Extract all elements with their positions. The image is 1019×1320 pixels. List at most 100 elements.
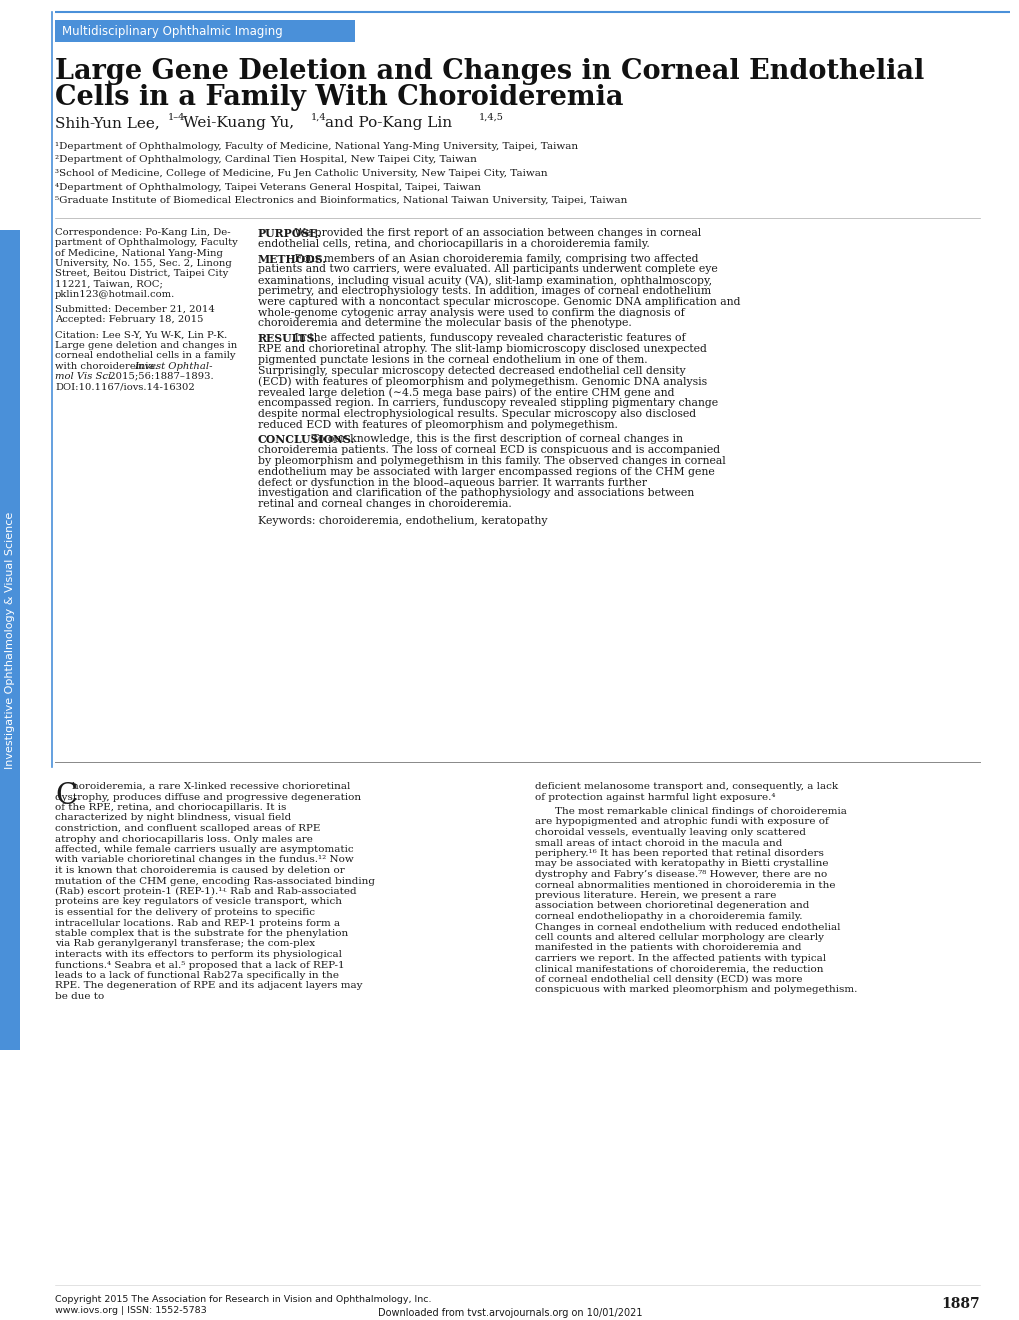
Text: with choroideremia.: with choroideremia. — [55, 362, 161, 371]
Text: clinical manifestations of choroideremia, the reduction: clinical manifestations of choroideremia… — [535, 965, 822, 974]
Text: ³School of Medicine, College of Medicine, Fu Jen Catholic University, New Taipei: ³School of Medicine, College of Medicine… — [55, 169, 547, 178]
Text: association between chorioretinal degeneration and: association between chorioretinal degene… — [535, 902, 809, 911]
Text: Shih-Yun Lee,: Shih-Yun Lee, — [55, 116, 160, 129]
Text: choroidal vessels, eventually leaving only scattered: choroidal vessels, eventually leaving on… — [535, 828, 805, 837]
Text: RESULTS.: RESULTS. — [258, 333, 318, 345]
Text: horoideremia, a rare X-linked recessive chorioretinal: horoideremia, a rare X-linked recessive … — [72, 781, 351, 791]
Text: METHODS.: METHODS. — [258, 253, 327, 264]
Text: ¹Department of Ophthalmology, Faculty of Medicine, National Yang-Ming University: ¹Department of Ophthalmology, Faculty of… — [55, 143, 578, 150]
Text: PURPOSE.: PURPOSE. — [258, 228, 322, 239]
Text: Changes in corneal endothelium with reduced endothelial: Changes in corneal endothelium with redu… — [535, 923, 840, 932]
Text: of Medicine, National Yang-Ming: of Medicine, National Yang-Ming — [55, 248, 223, 257]
Text: 1,4: 1,4 — [311, 114, 326, 121]
Text: choroideremia and determine the molecular basis of the phenotype.: choroideremia and determine the molecula… — [258, 318, 631, 329]
Text: In the affected patients, funduscopy revealed characteristic features of: In the affected patients, funduscopy rev… — [290, 333, 685, 343]
Text: with variable chorioretinal changes in the fundus.¹² Now: with variable chorioretinal changes in t… — [55, 855, 354, 865]
Text: 1–4: 1–4 — [168, 114, 185, 121]
Text: DOI:10.1167/iovs.14-16302: DOI:10.1167/iovs.14-16302 — [55, 383, 195, 391]
Text: of protection against harmful light exposure.⁴: of protection against harmful light expo… — [535, 792, 774, 801]
Text: ⁴Department of Ophthalmology, Taipei Veterans General Hospital, Taipei, Taiwan: ⁴Department of Ophthalmology, Taipei Vet… — [55, 182, 481, 191]
Text: The most remarkable clinical findings of choroideremia: The most remarkable clinical findings of… — [554, 807, 846, 816]
Text: whole-genome cytogenic array analysis were used to confirm the diagnosis of: whole-genome cytogenic array analysis we… — [258, 308, 684, 318]
Text: endothelium may be associated with larger encompassed regions of the CHM gene: endothelium may be associated with large… — [258, 467, 714, 477]
Text: Invest Ophthal-: Invest Ophthal- — [133, 362, 212, 371]
Text: despite normal electrophysiological results. Specular microscopy also disclosed: despite normal electrophysiological resu… — [258, 409, 695, 418]
Text: affected, while female carriers usually are asymptomatic: affected, while female carriers usually … — [55, 845, 354, 854]
Text: be due to: be due to — [55, 993, 104, 1001]
Text: Large Gene Deletion and Changes in Corneal Endothelial: Large Gene Deletion and Changes in Corne… — [55, 58, 923, 84]
Text: and Po-Kang Lin: and Po-Kang Lin — [325, 116, 451, 129]
Text: University, No. 155, Sec. 2, Linong: University, No. 155, Sec. 2, Linong — [55, 259, 231, 268]
Text: dystrophy and Fabry’s disease.⁷⁸ However, there are no: dystrophy and Fabry’s disease.⁷⁸ However… — [535, 870, 826, 879]
Text: is essential for the delivery of proteins to specific: is essential for the delivery of protein… — [55, 908, 315, 917]
Text: cell counts and altered cellular morphology are clearly: cell counts and altered cellular morphol… — [535, 933, 823, 942]
Text: pklin123@hotmail.com.: pklin123@hotmail.com. — [55, 290, 175, 298]
Text: Street, Beitou District, Taipei City: Street, Beitou District, Taipei City — [55, 269, 228, 279]
Text: retinal and corneal changes in choroideremia.: retinal and corneal changes in choroider… — [258, 499, 512, 510]
Text: ²Department of Ophthalmology, Cardinal Tien Hospital, New Taipei City, Taiwan: ²Department of Ophthalmology, Cardinal T… — [55, 156, 477, 165]
Text: characterized by night blindness, visual field: characterized by night blindness, visual… — [55, 813, 291, 822]
Text: . 2015;56:1887–1893.: . 2015;56:1887–1893. — [103, 372, 213, 381]
Text: 1887: 1887 — [941, 1298, 979, 1311]
Text: endothelial cells, retina, and choriocapillaris in a choroideremia family.: endothelial cells, retina, and choriocap… — [258, 239, 649, 248]
Text: C: C — [55, 781, 77, 810]
Text: (ECD) with features of pleomorphism and polymegethism. Genomic DNA analysis: (ECD) with features of pleomorphism and … — [258, 376, 706, 387]
Text: examinations, including visual acuity (VA), slit-lamp examination, ophthalmoscop: examinations, including visual acuity (V… — [258, 275, 711, 285]
Text: To our knowledge, this is the first description of corneal changes in: To our knowledge, this is the first desc… — [308, 434, 682, 445]
Text: interacts with its effectors to perform its physiological: interacts with its effectors to perform … — [55, 950, 341, 960]
Text: Wei-Kuang Yu,: Wei-Kuang Yu, — [182, 116, 293, 129]
Text: small areas of intact choroid in the macula and: small areas of intact choroid in the mac… — [535, 838, 782, 847]
Text: stable complex that is the substrate for the phenylation: stable complex that is the substrate for… — [55, 929, 347, 939]
Text: patients and two carriers, were evaluated. All participants underwent complete e: patients and two carriers, were evaluate… — [258, 264, 717, 275]
Text: corneal endotheliopathy in a choroideremia family.: corneal endotheliopathy in a choroiderem… — [535, 912, 802, 921]
Text: it is known that choroideremia is caused by deletion or: it is known that choroideremia is caused… — [55, 866, 344, 875]
Text: 11221, Taiwan, ROC;: 11221, Taiwan, ROC; — [55, 280, 163, 289]
Text: deficient melanosome transport and, consequently, a lack: deficient melanosome transport and, cons… — [535, 781, 838, 791]
Text: pigmented punctate lesions in the corneal endothelium in one of them.: pigmented punctate lesions in the cornea… — [258, 355, 647, 364]
Text: mutation of the CHM gene, encoding Ras-associated binding: mutation of the CHM gene, encoding Ras-a… — [55, 876, 375, 886]
Text: conspicuous with marked pleomorphism and polymegethism.: conspicuous with marked pleomorphism and… — [535, 986, 857, 994]
Text: (Rab) escort protein-1 (REP-1).¹ʵ Rab and Rab-associated: (Rab) escort protein-1 (REP-1).¹ʵ Rab an… — [55, 887, 357, 896]
Text: Citation: Lee S-Y, Yu W-K, Lin P-K.: Citation: Lee S-Y, Yu W-K, Lin P-K. — [55, 331, 227, 339]
Text: Cells in a Family With Choroideremia: Cells in a Family With Choroideremia — [55, 84, 623, 111]
Text: Copyright 2015 The Association for Research in Vision and Ophthalmology, Inc.: Copyright 2015 The Association for Resea… — [55, 1295, 431, 1304]
Text: previous literature. Herein, we present a rare: previous literature. Herein, we present … — [535, 891, 775, 900]
Text: of the RPE, retina, and choriocapillaris. It is: of the RPE, retina, and choriocapillaris… — [55, 803, 286, 812]
Text: are hypopigmented and atrophic fundi with exposure of: are hypopigmented and atrophic fundi wit… — [535, 817, 828, 826]
Text: We provided the first report of an association between changes in corneal: We provided the first report of an assoc… — [290, 228, 701, 238]
Text: CONCLUSIONS.: CONCLUSIONS. — [258, 434, 355, 445]
Text: manifested in the patients with choroideremia and: manifested in the patients with choroide… — [535, 944, 801, 953]
Text: Four members of an Asian choroideremia family, comprising two affected: Four members of an Asian choroideremia f… — [290, 253, 698, 264]
Text: Correspondence: Po-Kang Lin, De-: Correspondence: Po-Kang Lin, De- — [55, 228, 230, 238]
Text: via Rab geranylgeranyl transferase; the com-plex: via Rab geranylgeranyl transferase; the … — [55, 940, 315, 949]
Text: Surprisingly, specular microscopy detected decreased endothelial cell density: Surprisingly, specular microscopy detect… — [258, 366, 685, 376]
Text: revealed large deletion (∼4.5 mega base pairs) of the entire CHM gene and: revealed large deletion (∼4.5 mega base … — [258, 387, 674, 397]
Text: dystrophy, produces diffuse and progressive degeneration: dystrophy, produces diffuse and progress… — [55, 792, 361, 801]
Text: intracellular locations. Rab and REP-1 proteins form a: intracellular locations. Rab and REP-1 p… — [55, 919, 339, 928]
Text: periphery.¹⁶ It has been reported that retinal disorders: periphery.¹⁶ It has been reported that r… — [535, 849, 823, 858]
Text: partment of Ophthalmology, Faculty: partment of Ophthalmology, Faculty — [55, 239, 237, 247]
Text: of corneal endothelial cell density (ECD) was more: of corneal endothelial cell density (ECD… — [535, 975, 802, 985]
Bar — [0, 230, 20, 1049]
Text: perimetry, and electrophysiology tests. In addition, images of corneal endotheli: perimetry, and electrophysiology tests. … — [258, 286, 710, 296]
Text: proteins are key regulators of vesicle transport, which: proteins are key regulators of vesicle t… — [55, 898, 341, 907]
Text: RPE and chorioretinal atrophy. The slit-lamp biomicroscopy disclosed unexpected: RPE and chorioretinal atrophy. The slit-… — [258, 345, 706, 354]
Text: encompassed region. In carriers, funduscopy revealed stippling pigmentary change: encompassed region. In carriers, fundusc… — [258, 399, 717, 408]
Text: corneal abnormalities mentioned in choroideremia in the: corneal abnormalities mentioned in choro… — [535, 880, 835, 890]
Text: Investigative Ophthalmology & Visual Science: Investigative Ophthalmology & Visual Sci… — [5, 511, 15, 768]
Text: RPE. The degeneration of RPE and its adjacent layers may: RPE. The degeneration of RPE and its adj… — [55, 982, 362, 990]
Text: reduced ECD with features of pleomorphism and polymegethism.: reduced ECD with features of pleomorphis… — [258, 420, 618, 429]
Text: leads to a lack of functional Rab27a specifically in the: leads to a lack of functional Rab27a spe… — [55, 972, 338, 979]
Text: Multidisciplinary Ophthalmic Imaging: Multidisciplinary Ophthalmic Imaging — [62, 25, 282, 37]
Text: 1,4,5: 1,4,5 — [479, 114, 503, 121]
Text: Submitted: December 21, 2014: Submitted: December 21, 2014 — [55, 305, 215, 314]
Text: mol Vis Sci: mol Vis Sci — [55, 372, 111, 381]
Text: ⁵Graduate Institute of Biomedical Electronics and Bioinformatics, National Taiwa: ⁵Graduate Institute of Biomedical Electr… — [55, 195, 627, 205]
Text: were captured with a noncontact specular microscope. Genomic DNA amplification a: were captured with a noncontact specular… — [258, 297, 740, 306]
Text: by pleomorphism and polymegethism in this family. The observed changes in cornea: by pleomorphism and polymegethism in thi… — [258, 455, 726, 466]
Text: www.iovs.org | ISSN: 1552-5783: www.iovs.org | ISSN: 1552-5783 — [55, 1305, 207, 1315]
Text: carriers we report. In the affected patients with typical: carriers we report. In the affected pati… — [535, 954, 825, 964]
Text: investigation and clarification of the pathophysiology and associations between: investigation and clarification of the p… — [258, 488, 694, 499]
Text: may be associated with keratopathy in Bietti crystalline: may be associated with keratopathy in Bi… — [535, 859, 827, 869]
Text: corneal endothelial cells in a family: corneal endothelial cells in a family — [55, 351, 235, 360]
